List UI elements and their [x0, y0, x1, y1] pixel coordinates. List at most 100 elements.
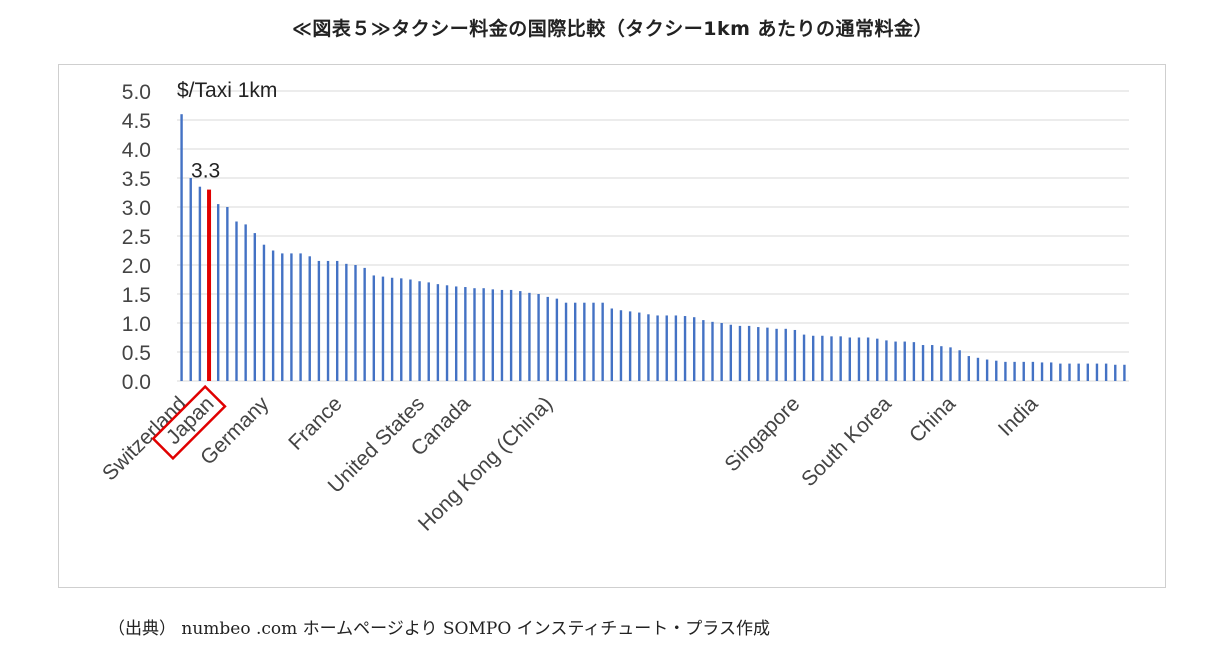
bar [985, 359, 989, 381]
bar [226, 207, 229, 381]
bar [592, 302, 595, 381]
bar [729, 324, 733, 381]
bar [1086, 363, 1090, 381]
highlight-value-label: 3.3 [191, 160, 220, 183]
bar [335, 260, 339, 381]
bar [720, 323, 723, 381]
bar [757, 327, 760, 381]
chart-area: 5.0 4.5 4.0 3.5 3.0 2.5 2.0 1.5 1.0 0.5 0.0 $/Taxi… [58, 64, 1166, 588]
bar [940, 346, 943, 381]
gridlines [177, 90, 1129, 382]
bar [198, 186, 202, 381]
bar [564, 302, 568, 381]
bar [912, 342, 916, 381]
bar [766, 327, 769, 381]
bar [409, 279, 412, 381]
x-category-label-group: Singapore [720, 392, 804, 476]
bar [619, 310, 623, 381]
y-tick-label: 3.0 [122, 197, 151, 220]
bar [1031, 361, 1035, 381]
bar [573, 302, 577, 381]
bar [747, 325, 751, 381]
bar [345, 263, 348, 381]
bar [372, 275, 376, 381]
bar [793, 329, 797, 381]
bar [436, 284, 440, 381]
y-tick-label: 2.0 [122, 255, 151, 278]
bar [711, 321, 714, 381]
bar [244, 224, 247, 381]
bar [1049, 362, 1053, 381]
bar [537, 294, 540, 381]
x-category-label-group: South Korea [797, 392, 896, 491]
y-tick-label: 4.5 [122, 110, 151, 133]
bar [921, 345, 925, 381]
bar [839, 336, 842, 381]
y-tick-label: 1.5 [122, 284, 151, 307]
bar [775, 328, 778, 381]
bar [235, 221, 238, 381]
bar [683, 316, 687, 381]
bar [628, 311, 632, 381]
bar [830, 336, 833, 381]
bar [610, 308, 614, 381]
bar [1095, 363, 1099, 381]
source-note: （出典） numbeo .com ホームページより SOMPO インスティチュー… [108, 619, 770, 639]
bar [290, 253, 293, 381]
bar [363, 267, 366, 381]
x-category-label-group: China [905, 392, 960, 447]
bar [692, 317, 696, 381]
bar [1114, 364, 1117, 381]
bar [866, 337, 870, 381]
bar [390, 277, 394, 381]
bar-chart: 5.0 4.5 4.0 3.5 3.0 2.5 2.0 1.5 1.0 0.5 0.0 $/Taxi… [98, 79, 1129, 536]
y-tick-label: 3.5 [122, 168, 151, 191]
bars [180, 114, 1126, 381]
x-category-label-group: France [284, 392, 346, 454]
bar [885, 340, 888, 381]
bar [381, 276, 385, 381]
y-tick-label: 5.0 [122, 81, 151, 104]
bar [1022, 361, 1025, 381]
bar [821, 335, 824, 381]
bar [299, 253, 302, 381]
bar [976, 357, 980, 381]
bar [354, 265, 357, 381]
y-tick-label: 0.5 [122, 342, 151, 365]
bar [848, 337, 852, 381]
bar [482, 288, 485, 381]
bar [1068, 363, 1071, 381]
bar [903, 341, 906, 381]
x-category-label: France [284, 392, 346, 454]
bar [509, 289, 513, 381]
bar [1123, 364, 1126, 381]
x-category-label-group: India [994, 392, 1043, 441]
bar [281, 253, 284, 381]
bar [949, 347, 952, 381]
x-category-label: Singapore [720, 392, 804, 476]
bar [180, 114, 183, 381]
bar [674, 315, 678, 381]
bar [454, 286, 458, 381]
bar [894, 341, 897, 381]
bar [802, 334, 806, 381]
bar [665, 315, 668, 381]
bar [811, 335, 815, 381]
bar [1059, 363, 1062, 381]
bar [876, 338, 879, 381]
bar [583, 302, 586, 381]
bar [216, 204, 220, 381]
bar [400, 278, 403, 381]
bar [1104, 363, 1108, 381]
bar [995, 360, 998, 381]
bar [308, 256, 311, 381]
x-category-label: China [905, 392, 960, 447]
bar [1013, 361, 1016, 381]
x-category-label: Hong Kong (China) [414, 392, 557, 535]
bar [500, 289, 504, 381]
bar [189, 178, 192, 381]
bar [491, 289, 495, 381]
bar [427, 282, 430, 381]
y-axis-ticks: 5.0 4.5 4.0 3.5 3.0 2.5 2.0 1.5 1.0 0.5 0.0 [122, 81, 151, 394]
